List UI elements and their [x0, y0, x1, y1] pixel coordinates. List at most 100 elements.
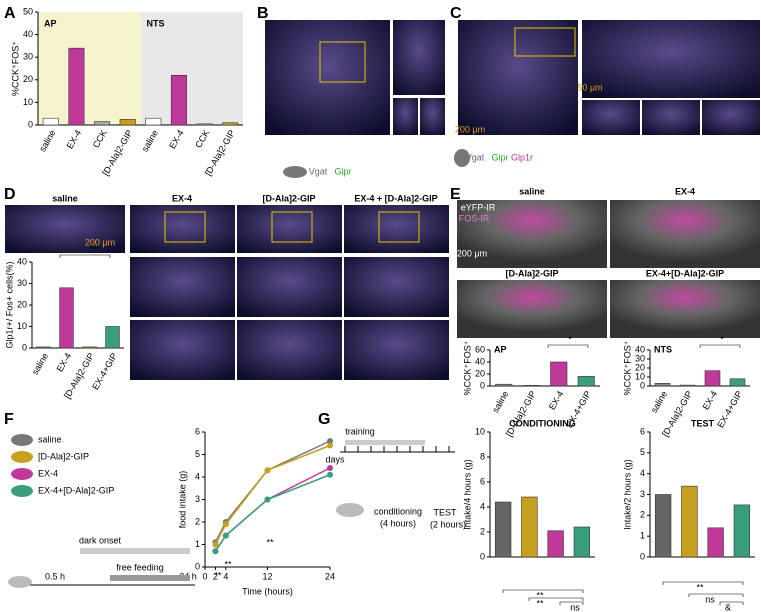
panel-letter: B [257, 5, 269, 22]
x-tick-label: EX-4 [65, 128, 84, 150]
y-tick-label: 2 [195, 516, 200, 526]
x-tick-label: saline [37, 128, 57, 153]
panel-letter: C [450, 5, 462, 22]
micrograph [393, 20, 445, 95]
y-tick-label: 10 [635, 371, 645, 381]
legend-label: saline [38, 434, 62, 444]
bracket [59, 254, 111, 258]
x-tick-label: EX-4 [701, 389, 720, 411]
bar [707, 527, 724, 558]
panel-label: 200 μm [455, 124, 485, 134]
bracket [528, 597, 584, 601]
panel-label: dark onset [79, 535, 122, 545]
panel-label: [D-Ala]2-GIP [262, 193, 315, 203]
panel-label: saline [519, 186, 545, 196]
bar [36, 346, 51, 349]
micrograph [393, 98, 418, 135]
x-tick-label: 4 [223, 571, 228, 581]
x-tick-label: saline [649, 389, 669, 414]
panel-label: eYFP-IR [461, 202, 496, 212]
bar [170, 74, 187, 126]
x-tick-label: EX-4 [55, 351, 74, 373]
annotation: ** [224, 559, 232, 569]
line-series [214, 440, 331, 543]
y-tick-label: 0 [640, 551, 645, 561]
bar [42, 117, 59, 126]
micrograph [237, 320, 342, 380]
region-shade [140, 12, 243, 125]
panel-label: EX-4+[D-Ala]2-GIP [646, 268, 724, 278]
micrograph [702, 100, 760, 135]
legend-label: [D-Ala]2-GIP [38, 451, 89, 461]
micrograph [265, 20, 390, 135]
micrograph [458, 20, 578, 135]
panel-label: 200 μm [457, 248, 487, 258]
micrograph [457, 280, 607, 338]
micrograph [5, 205, 125, 253]
bracket [662, 581, 744, 585]
bar [733, 504, 751, 558]
y-tick-label: 10 [17, 321, 27, 331]
panel-label: conditioning [374, 506, 422, 516]
y-tick-label: 6 [195, 426, 200, 436]
legend-label: EX-4+[D-Ala]2-GIP [38, 485, 114, 495]
y-tick-label: 6 [640, 426, 645, 436]
annotation: ns [705, 594, 715, 604]
mouse-icon [283, 166, 307, 178]
y-axis-label: %CCK⁺FOS⁺ [462, 340, 472, 395]
annotation: ** [266, 537, 274, 547]
micrograph [344, 205, 449, 253]
roi-box [514, 27, 576, 57]
y-axis-label: %CCK⁺FOS⁺ [10, 41, 20, 96]
annotation: ** [214, 570, 222, 580]
panel-label: 200 μm [85, 237, 115, 247]
micrograph [344, 320, 449, 380]
y-tick-label: 0 [480, 551, 485, 561]
y-axis-label: Intake/2 hours (g) [622, 459, 632, 530]
roi-box [164, 211, 206, 243]
panel-label: 50 μm [577, 82, 602, 92]
bar [573, 526, 591, 558]
point [264, 496, 271, 503]
bracket [688, 593, 744, 597]
y-tick-label: 1 [640, 531, 645, 541]
chart-title: CONDITIONING [509, 418, 576, 428]
legend-mouse [11, 468, 33, 480]
dark-phase [80, 548, 190, 554]
point [212, 541, 219, 548]
point [327, 471, 333, 478]
point [327, 465, 333, 471]
y-tick-label: 40 [17, 256, 27, 266]
micrograph [582, 100, 640, 135]
annotation: *** [90, 244, 101, 254]
x-tick-label: EX-4 [547, 389, 566, 411]
bar [105, 326, 120, 349]
panel-letter: E [450, 186, 461, 203]
line-series [214, 444, 331, 545]
point [327, 442, 333, 449]
y-tick-label: 0 [28, 119, 33, 129]
bracket [547, 344, 589, 348]
region-label: AP [44, 18, 57, 28]
y-tick-label: 2 [480, 526, 485, 536]
bar [145, 117, 162, 126]
micrograph [130, 320, 235, 380]
roi-box [378, 211, 420, 243]
y-tick-label: 6 [480, 476, 485, 486]
panel-label: (2 hours) [430, 519, 466, 529]
bar [704, 370, 721, 387]
panel-label: Glp1r [511, 152, 533, 162]
bracket [559, 601, 584, 605]
panel-label: free feeding [116, 562, 164, 572]
annotation: ns [570, 602, 580, 612]
annotation: * [720, 334, 724, 344]
y-axis-label: %CCK⁺FOS⁺ [622, 340, 632, 395]
y-tick-label: 20 [475, 368, 485, 378]
micrograph [420, 98, 445, 135]
legend-mouse [11, 434, 33, 446]
y-tick-label: 8 [480, 451, 485, 461]
micrograph [457, 200, 607, 268]
bar [119, 119, 136, 126]
y-tick-label: 20 [17, 299, 27, 309]
micrograph [130, 257, 235, 317]
